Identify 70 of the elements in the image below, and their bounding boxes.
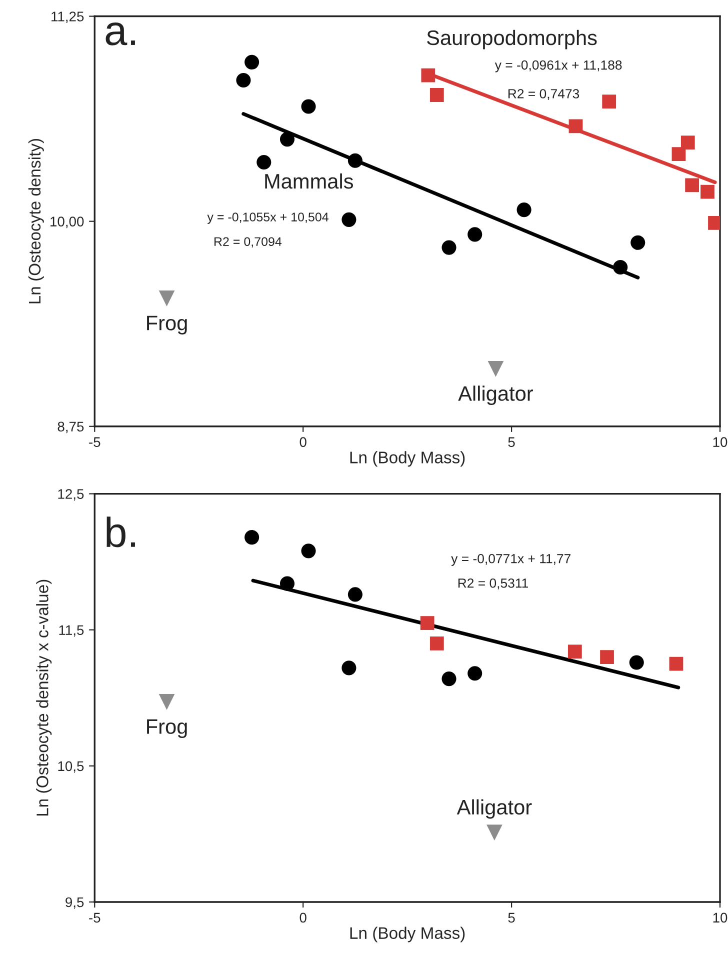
x-tick-label: -5	[89, 912, 100, 923]
point	[421, 68, 436, 82]
series-label: Sauropodomorphs	[427, 30, 597, 50]
series-label: Alligator	[458, 386, 533, 406]
x-tick-label: 10	[713, 437, 728, 447]
annotation: a.	[106, 22, 135, 46]
point	[236, 72, 251, 88]
series-label: Mammals	[265, 173, 354, 189]
point	[486, 824, 502, 841]
point	[602, 94, 616, 108]
point	[629, 655, 644, 670]
x-axis-title: Ln (Body Mass)	[350, 451, 465, 467]
y-tick-label: 8,75	[58, 422, 84, 434]
point	[630, 235, 646, 250]
point	[680, 136, 695, 150]
point	[568, 644, 582, 659]
point	[280, 132, 295, 147]
point	[301, 544, 316, 558]
x-tick-label: 0	[300, 437, 306, 447]
annotation: y = -0,0961x + 11,188	[494, 60, 622, 72]
x-axis-title: Ln (Body Mass)	[350, 926, 465, 942]
annotation: R2 = 0,7473	[508, 89, 580, 100]
y-axis-title: Ln (Osteocyte density x c-value)	[36, 580, 52, 816]
point	[244, 54, 260, 70]
point	[669, 656, 684, 671]
point	[280, 576, 295, 591]
series-label: Frog	[147, 316, 187, 335]
point	[244, 530, 260, 545]
point	[348, 153, 362, 168]
point	[342, 212, 356, 227]
series-label: Alligator	[456, 799, 532, 819]
point	[613, 260, 628, 275]
point	[430, 88, 444, 102]
annotation: R2 = 0,7094	[214, 237, 282, 248]
x-tick-label: 0	[300, 912, 306, 923]
point	[256, 154, 272, 170]
point	[516, 202, 532, 218]
y-tick-label: 11,5	[59, 625, 84, 637]
point	[342, 660, 356, 676]
point	[468, 666, 482, 681]
annotation: y = -0,0771x + 11,77	[451, 554, 570, 566]
point	[348, 587, 362, 602]
point	[301, 99, 316, 114]
y-tick-label: 10,5	[58, 761, 84, 773]
x-tick-label: -5	[89, 437, 100, 447]
point	[685, 178, 700, 192]
point	[600, 650, 614, 664]
y-tick-label: 11,25	[52, 12, 84, 24]
y-tick-label: 9,5	[66, 897, 84, 909]
point	[672, 147, 686, 161]
series-label: Frog	[147, 719, 187, 738]
point	[420, 616, 434, 630]
point	[700, 184, 714, 199]
point	[430, 636, 444, 650]
annotation: b.	[106, 516, 135, 548]
point	[442, 240, 456, 255]
point	[488, 361, 504, 377]
y-axis-title: Ln (Osteocyte density)	[28, 138, 44, 304]
y-tick-label: 10,00	[50, 216, 84, 228]
point	[468, 227, 482, 242]
x-tick-label: 5	[508, 437, 515, 447]
annotation: R2 = 0,5311	[458, 578, 528, 590]
point	[568, 119, 583, 134]
x-tick-label: 10	[713, 912, 728, 923]
point	[158, 694, 175, 710]
point	[158, 290, 175, 306]
point	[442, 672, 456, 686]
y-tick-label: 12,5	[58, 489, 84, 501]
annotation: y = -0,1055x + 10,504	[207, 212, 328, 224]
x-tick-label: 5	[508, 912, 515, 923]
